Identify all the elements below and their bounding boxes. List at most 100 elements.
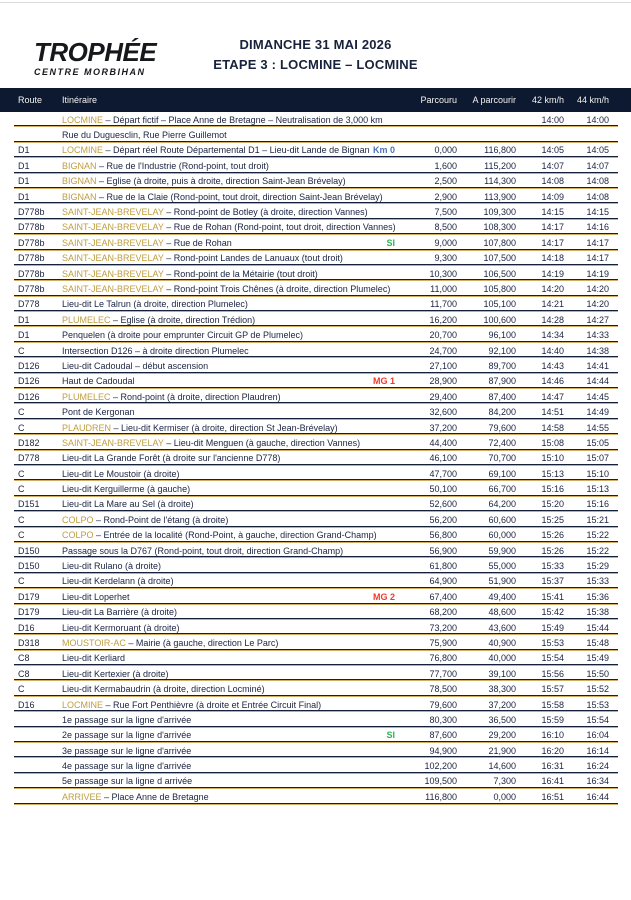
parcouru-cell: 73,200 [429,622,457,633]
time-42kmh-cell: 15:56 [541,668,564,679]
itinerary-text: Lieu-dit Le Moustoir (à droite) [62,468,180,479]
itinerary-cell: Lieu-dit Kermoruant (à droite) [62,623,340,633]
time-44kmh-cell: 14:05 [586,145,609,156]
time-42kmh-cell: 14:15 [541,207,564,218]
route-cell: D179 [18,607,40,618]
time-42kmh-cell: 14:46 [541,376,564,387]
parcouru-cell: 8,500 [434,222,457,233]
itinerary-text: – Place Anne de Bretagne [101,791,209,802]
itinerary-cell: Lieu-dit Cadoudal – début ascension [62,361,340,371]
itinerary-text: Passage sous la D767 (Rond-point, tout d… [62,545,344,556]
table-row: D1 LOCMINE – Départ réel Route Départeme… [14,143,618,159]
itinerary-cell: SAINT-JEAN-BREVELAY – Rond-point de Botl… [62,207,368,217]
itinerary-text: 1e passage sur la ligne d'arrivée [62,714,192,725]
table-row: D778b SAINT-JEAN-BREVELAY – Rond-point L… [14,251,618,267]
time-44kmh-cell: 14:07 [586,160,609,171]
itinerary-cell: Pont de Kergonan [62,407,340,417]
a-parcourir-cell: 115,200 [484,160,516,171]
itinerary-text: – Rue de Rohan (Rond-point, tout droit, … [163,222,396,233]
itinerary-text: Haut de Cadoudal [62,376,135,387]
route-cell: D778b [18,207,45,218]
itinerary-text: Intersection D126 – à droite direction P… [62,345,249,356]
time-44kmh-cell: 15:50 [586,668,609,679]
place-name: LOCMINE [62,114,104,125]
parcouru-cell: 11,000 [430,283,457,294]
route-cell: C [18,345,25,356]
table-row: D179 Lieu-dit La Barrière (à droite) 68,… [14,605,618,621]
a-parcourir-cell: 60,600 [488,514,516,525]
time-44kmh-cell: 14:45 [586,391,609,402]
table-row: C PLAUDREN – Lieu-dit Kermiser (à droite… [14,420,618,436]
itinerary-text: Lieu-dit La Grande Forêt (à droite sur l… [62,453,281,464]
a-parcourir-cell: 0,000 [493,791,516,802]
time-42kmh-cell: 15:13 [541,468,564,479]
time-44kmh-cell: 15:54 [586,714,609,725]
time-44kmh-cell: 15:33 [586,576,609,587]
table-row: C Lieu-dit Kerdelann (à droite) 64,900 5… [14,574,618,590]
time-42kmh-cell: 15:41 [541,591,564,602]
a-parcourir-cell: 14,600 [488,761,516,772]
itinerary-cell: Lieu-dit Kermabaudrin (à droite, directi… [62,684,340,694]
itinerary-text: – Rue Fort Penthièvre (à droite et Entré… [103,699,322,710]
date-title: DIMANCHE 31 MAI 2026 [239,37,392,52]
itinerary-text: 2e passage sur la ligne d'arrivée [62,730,192,741]
place-name: BIGNAN [62,160,97,171]
itinerary-text: – Rond-point Landes de Lanuaux (tout dro… [163,253,343,264]
time-44kmh-cell: 15:38 [586,607,609,618]
route-table-body: LOCMINE – Départ fictif – Place Anne de … [0,112,631,805]
route-cell: D16 [18,622,35,633]
time-42kmh-cell: 16:41 [541,776,564,787]
a-parcourir-cell: 51,900 [488,576,516,587]
table-row: D126 Haut de Cadoudal MG 1 28,900 87,900… [14,374,618,390]
itinerary-cell: 5e passage sur la ligne d arrivée [62,776,340,786]
time-42kmh-cell: 15:16 [541,484,564,495]
a-parcourir-cell: 37,200 [488,699,516,710]
itinerary-cell: Passage sous la D767 (Rond-point, tout d… [62,545,344,556]
parcouru-cell: 52,600 [429,499,457,510]
time-44kmh-cell: 14:27 [586,314,609,325]
table-row: D16 Lieu-dit Kermoruant (à droite) 73,20… [14,620,618,636]
itinerary-cell: SAINT-JEAN-BREVELAY – Rond-point de la M… [62,269,340,279]
table-row: D151 Lieu-dit La Mare au Sel (à droite) … [14,497,618,513]
table-row: D179 Lieu-dit Loperhet MG 2 67,400 49,40… [14,589,618,605]
place-name: BIGNAN [62,176,97,187]
page-top-rule [0,2,631,3]
parcouru-cell: 47,700 [429,468,457,479]
table-row: D778b SAINT-JEAN-BREVELAY – Rond-point d… [14,266,618,282]
route-cell: D150 [18,545,40,556]
time-42kmh-cell: 14:28 [541,314,564,325]
parcouru-cell: 1,600 [434,160,457,171]
time-44kmh-cell: 14:08 [586,176,609,187]
itinerary-cell: SAINT-JEAN-BREVELAY – Lieu-dit Menguen (… [62,438,360,448]
place-name: SAINT-JEAN-BREVELAY [62,253,164,264]
place-name: LOCMINE [62,145,104,156]
a-parcourir-cell: 39,100 [488,668,516,679]
route-cell: D16 [18,699,35,710]
route-cell: D778b [18,237,45,248]
time-42kmh-cell: 15:25 [541,514,564,525]
itinerary-cell: LOCMINE – Rue Fort Penthièvre (à droite … [62,700,340,710]
time-42kmh-cell: 15:59 [541,714,564,725]
itinerary-cell: Lieu-dit Le Moustoir (à droite) [62,469,340,479]
place-name: PLUMELEC [62,391,111,402]
time-44kmh-cell: 15:36 [586,591,609,602]
route-cell: C [18,407,25,418]
time-44kmh-cell: 15:10 [586,468,609,479]
itinerary-text: – Eglise (à droite, puis à droite, direc… [96,176,346,187]
itinerary-text: 4e passage sur la ligne d'arrivée [62,761,192,772]
time-44kmh-cell: 14:49 [586,407,609,418]
itinerary-text: – Lieu-dit Kermiser (à droite, direction… [111,422,338,433]
parcouru-cell: 9,300 [434,253,457,264]
time-42kmh-cell: 15:26 [541,545,564,556]
time-42kmh-cell: 15:37 [541,576,564,587]
table-row: D778b SAINT-JEAN-BREVELAY – Rue de Rohan… [14,220,618,236]
itinerary-text: Lieu-dit Loperhet [62,591,130,602]
itinerary-cell: SAINT-JEAN-BREVELAY – Rue de Rohan (Rond… [62,222,396,232]
table-row: D778b SAINT-JEAN-BREVELAY – Rond-point T… [14,281,618,298]
table-row: C8 Lieu-dit Kerliard 76,800 40,000 15:54… [14,651,618,667]
parcouru-cell: 56,800 [429,530,457,541]
table-row: D1 BIGNAN – Rue de l'Industrie (Rond-poi… [14,158,618,174]
itinerary-cell: MOUSTOIR-AC – Mairie (à gauche, directio… [62,638,340,648]
itinerary-cell: LOCMINE – Départ réel Route Départementa… [62,145,370,156]
a-parcourir-cell: 108,300 [483,222,516,233]
